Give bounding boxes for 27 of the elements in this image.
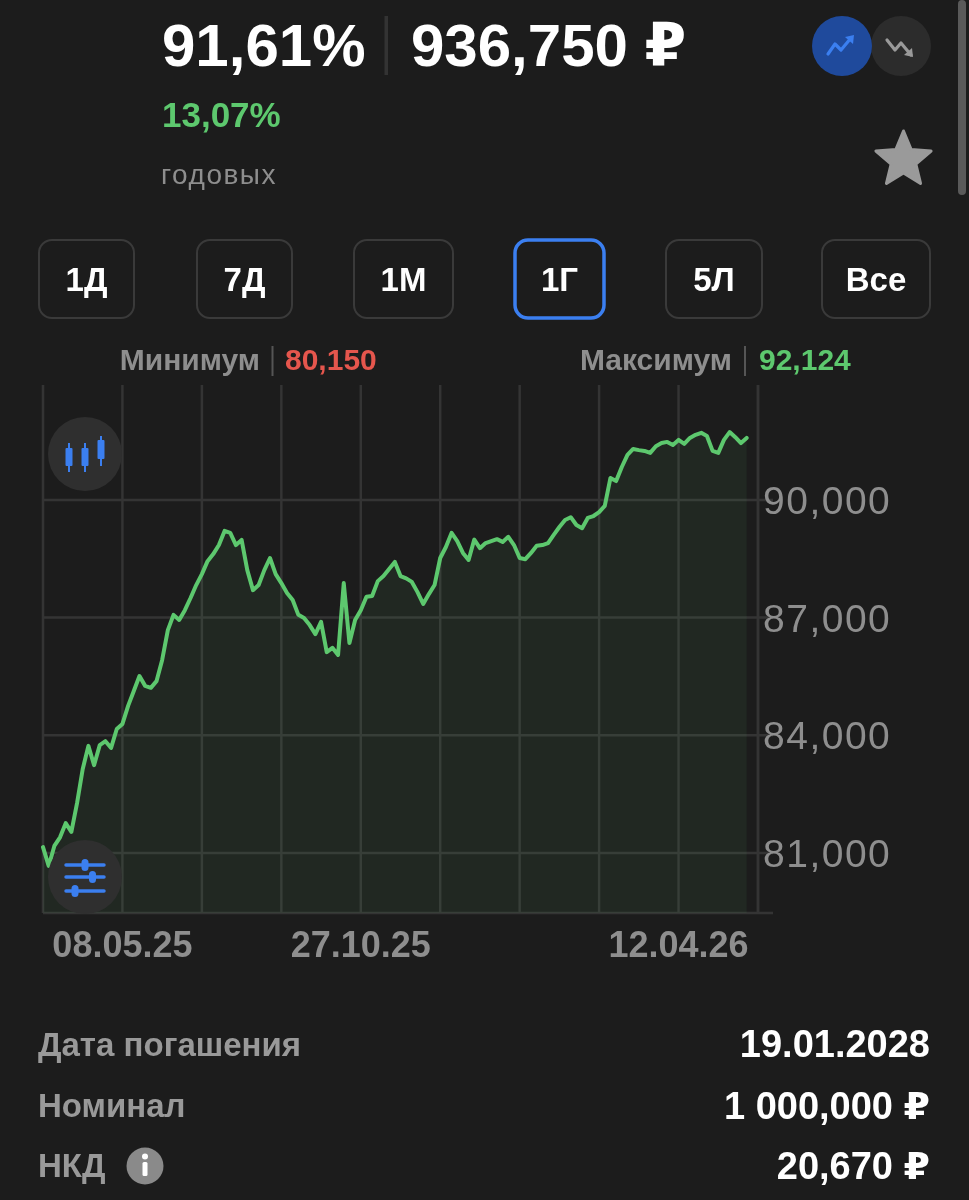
text: годовых (161, 159, 277, 190)
text: 13,07% (162, 95, 281, 134)
text: Все (845, 261, 907, 298)
y-tick-label: 84,000 (763, 714, 892, 758)
x-tick-label: 27.10.25 (290, 924, 431, 965)
text: 80,150 (285, 343, 377, 376)
text: 91,61% (162, 12, 366, 79)
text: 92,124 (759, 343, 852, 376)
x-tick-label: 12.04.26 (608, 924, 749, 965)
text: Номинал (38, 1087, 186, 1124)
text: Минимум (119, 343, 260, 376)
y-tick-label: 87,000 (763, 596, 892, 640)
text: НКД (38, 1147, 106, 1184)
text: 5Л (693, 261, 735, 298)
y-tick-label: 90,000 (763, 478, 892, 522)
text: 1Г (540, 261, 579, 298)
text: 20,670 ₽ (776, 1145, 930, 1187)
text: 1 000,000 ₽ (723, 1085, 930, 1127)
y-tick-label: 81,000 (763, 831, 892, 875)
text: 19.01.2028 (739, 1023, 930, 1065)
text: Дата погашения (38, 1026, 302, 1063)
text: 1Д (65, 261, 108, 298)
text: Максимум (579, 343, 732, 376)
x-tick-label: 08.05.25 (52, 924, 193, 965)
text: 7Д (223, 261, 266, 298)
text: 936,750 ₽ (411, 12, 687, 79)
text: 1М (380, 261, 427, 298)
